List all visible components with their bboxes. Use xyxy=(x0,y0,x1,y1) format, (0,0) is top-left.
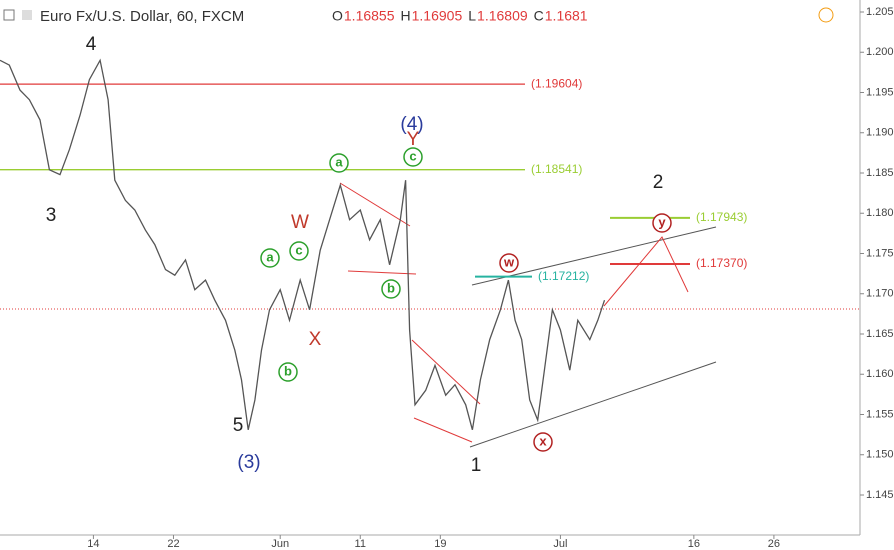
trend-line xyxy=(339,182,411,227)
x-tick-label: 19 xyxy=(434,538,446,550)
ohlc-key: C xyxy=(534,8,544,24)
level-label: (1.18541) xyxy=(531,162,582,176)
level-label: (1.17370) xyxy=(696,256,747,270)
wave-label: x xyxy=(539,433,547,448)
wave-label: a xyxy=(266,249,274,264)
wave-circle xyxy=(403,147,423,167)
wave-circle xyxy=(289,241,309,261)
wave-circle xyxy=(329,153,349,173)
icon xyxy=(22,10,32,20)
x-tick-label: 11 xyxy=(355,538,366,550)
wave-label: X xyxy=(309,329,322,350)
ohlc-value: 1.16855 xyxy=(344,8,395,24)
y-tick-label: 1.15500 xyxy=(866,408,894,420)
wave-label: W xyxy=(291,212,309,233)
y-tick-label: 1.14500 xyxy=(866,489,894,501)
ohlc-value: 1.1681 xyxy=(545,8,588,24)
x-tick-label: 26 xyxy=(768,538,780,550)
level-label: (1.17212) xyxy=(538,269,589,283)
y-tick-label: 1.18000 xyxy=(866,207,894,219)
wave-label: Y xyxy=(407,129,420,150)
channel-line xyxy=(469,361,717,448)
y-tick-label: 1.19000 xyxy=(866,127,894,139)
wave-circle xyxy=(499,253,519,273)
trend-line xyxy=(413,417,473,443)
level-label: (1.19604) xyxy=(531,76,582,90)
wave-label: b xyxy=(284,363,292,378)
y-tick-label: 1.20500 xyxy=(866,6,894,18)
alert-icon xyxy=(818,7,834,23)
x-tick-label: Jul xyxy=(553,538,567,550)
wave-label: (4) xyxy=(400,114,423,135)
y-tick-label: 1.16500 xyxy=(866,328,894,340)
y-tick-label: 1.19500 xyxy=(866,86,894,98)
y-tick-label: 1.15000 xyxy=(866,449,894,461)
projection xyxy=(603,236,689,307)
x-tick-label: 16 xyxy=(688,538,700,550)
y-tick-label: 1.20000 xyxy=(866,46,894,58)
y-tick-label: 1.17000 xyxy=(866,288,894,300)
y-tick-label: 1.18500 xyxy=(866,167,894,179)
trend-line xyxy=(347,270,417,275)
wave-label: w xyxy=(503,254,515,269)
wave-label: y xyxy=(658,214,666,229)
level-label: (1.17943) xyxy=(696,210,747,224)
wave-circle xyxy=(381,279,401,299)
wave-circle xyxy=(260,248,280,268)
wave-label: c xyxy=(409,148,416,163)
wave-label: 2 xyxy=(653,172,664,193)
wave-circle xyxy=(278,362,298,382)
ohlc-value: 1.16809 xyxy=(477,8,528,24)
wave-label: a xyxy=(335,154,343,169)
ohlc-value: 1.16905 xyxy=(412,8,463,24)
wave-label: 3 xyxy=(46,205,57,226)
y-tick-label: 1.17500 xyxy=(866,247,894,259)
ohlc-key: L xyxy=(468,8,476,24)
wave-label: b xyxy=(387,280,395,295)
y-tick-label: 1.16000 xyxy=(866,368,894,380)
channel-line xyxy=(471,226,717,286)
wave-label: (3) xyxy=(237,452,260,473)
wave-label: 5 xyxy=(233,415,244,436)
trend-line xyxy=(411,339,481,405)
wave-circle xyxy=(533,432,553,452)
x-tick-label: Jun xyxy=(271,538,289,550)
wave-label: 1 xyxy=(471,455,482,476)
header: Euro Fx/U.S. Dollar, 60, FXCM xyxy=(3,7,834,25)
wave-label: c xyxy=(295,242,302,257)
ohlc-key: H xyxy=(401,8,411,24)
wave-circle xyxy=(652,213,672,233)
wave-label: 4 xyxy=(86,34,97,55)
symbol-title: Euro Fx/U.S. Dollar, 60, FXCM xyxy=(40,8,244,25)
ohlc-key: O xyxy=(332,8,343,24)
trend-lines xyxy=(339,182,717,448)
price-line xyxy=(0,58,606,430)
x-tick-label: 14 xyxy=(87,538,99,550)
x-tick-label: 22 xyxy=(167,538,179,550)
icon xyxy=(3,9,15,21)
